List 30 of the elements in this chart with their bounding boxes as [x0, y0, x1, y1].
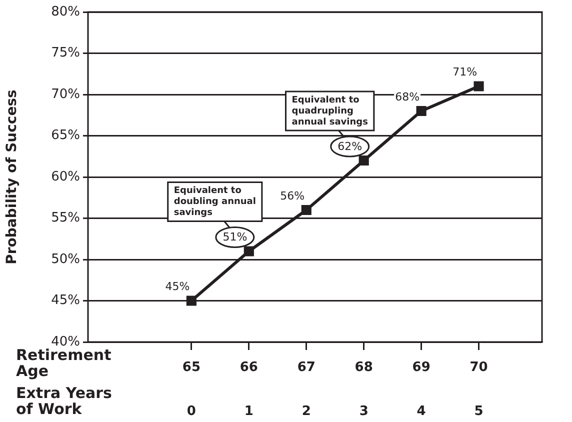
x-tick-label: 65 [182, 360, 200, 376]
y-tick-label: 75% [51, 46, 80, 61]
x-tick-label: 68 [354, 360, 373, 376]
data-label: 45% [165, 280, 190, 294]
x-tick-label: 67 [297, 360, 316, 376]
y-tick-label: 60% [51, 169, 80, 184]
x2-tick-label: 5 [474, 404, 484, 420]
x-tick-label: 69 [412, 360, 430, 376]
y-tick-label: 70% [51, 86, 80, 102]
y-tick-label: 55% [51, 210, 80, 226]
y-tick-label: 65% [51, 128, 80, 144]
data-label: 68% [395, 90, 420, 104]
y-axis-title: Probability of Success [4, 90, 20, 264]
y-tick-label: 45% [51, 293, 80, 308]
x2-tick-label: 2 [302, 404, 311, 420]
x2-axis-title: Extra Years of Work [16, 384, 112, 418]
y-tick-label: 80% [51, 4, 80, 20]
x-tick-label: 70 [470, 360, 488, 376]
x2-tick-label: 1 [244, 404, 254, 420]
x2-tick-label: 4 [416, 404, 426, 420]
data-label: 56% [280, 189, 305, 202]
x-tick-label: 66 [240, 360, 258, 376]
y-tick-label: 50% [51, 252, 80, 267]
x2-tick-label: 3 [359, 404, 368, 420]
x2-tick-label: 0 [186, 404, 196, 420]
annotation: Equivalent to doubling annual savings [174, 186, 256, 218]
data-label: 71% [452, 66, 478, 79]
data-label: 62% [338, 140, 362, 153]
data-label: 51% [222, 230, 248, 244]
annotation: Equivalent to quadrupling annual savings [292, 95, 368, 128]
